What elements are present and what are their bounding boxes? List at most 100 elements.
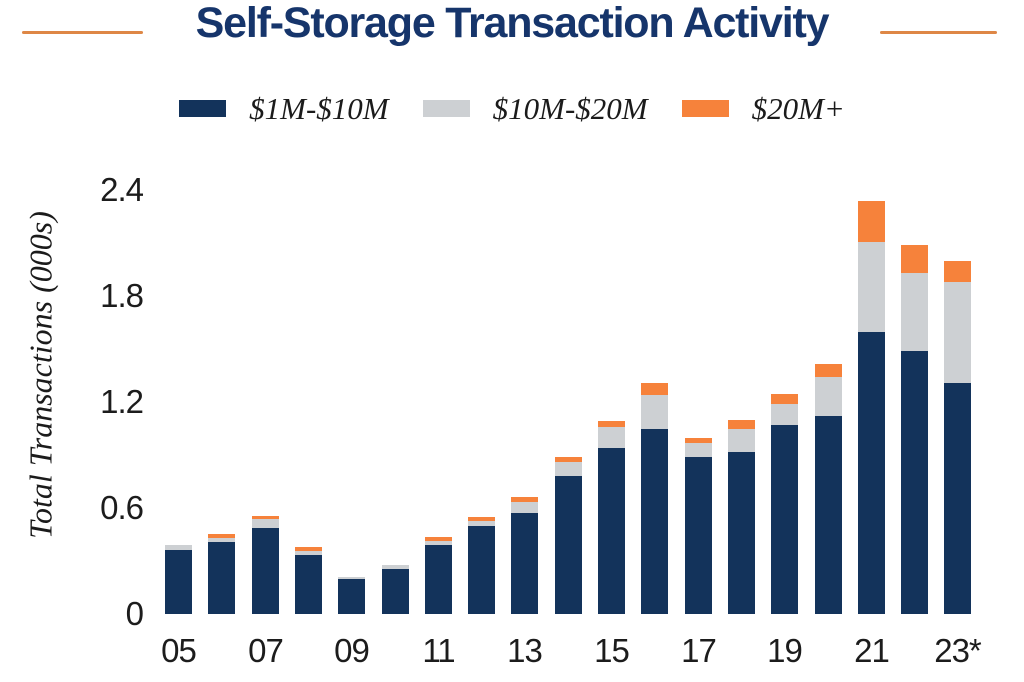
segment-$1M-$10M: [815, 416, 842, 614]
segment-$1M-$10M: [641, 428, 668, 614]
legend-label-20m-plus: $20M+: [751, 91, 845, 126]
bar-15: [598, 421, 625, 614]
legend-swatch-orange: [681, 100, 729, 117]
bar-05: [165, 545, 192, 614]
x-tick-label: 05: [161, 632, 197, 669]
y-tick-label: 1.8: [100, 276, 144, 314]
segment-$1M-$10M: [944, 383, 971, 614]
segment-$1M-$10M: [555, 476, 582, 614]
legend-swatch-navy: [179, 100, 227, 117]
segment-$20M+: [815, 364, 842, 377]
segment-$1M-$10M: [771, 425, 798, 614]
segment-$1M-$10M: [295, 554, 322, 614]
segment-$1M-$10M: [858, 331, 885, 614]
legend-swatch-gray: [422, 100, 470, 117]
segment-$1M-$10M: [165, 550, 192, 614]
legend-item-20m-plus: $20M+: [681, 91, 845, 126]
segment-$1M-$10M: [208, 542, 235, 614]
title-rule-left-decoration: [22, 31, 143, 34]
x-tick-label: 11: [422, 632, 455, 669]
segment-$1M-$10M: [338, 579, 365, 614]
segment-$20M+: [771, 394, 798, 404]
segment-$20M+: [728, 420, 755, 429]
segment-$10M-$20M: [511, 502, 538, 513]
bar-10: [382, 565, 409, 614]
segment-$20M+: [555, 457, 582, 462]
segment-$10M-$20M: [252, 518, 279, 528]
segment-$20M+: [944, 261, 971, 282]
segment-$20M+: [511, 497, 538, 502]
x-tick-label: 19: [767, 632, 803, 669]
x-tick-label: 21: [854, 632, 890, 669]
segment-$20M+: [252, 516, 279, 519]
y-tick-label: 0.6: [100, 488, 144, 526]
segment-$10M-$20M: [165, 545, 192, 550]
bar-16: [641, 382, 668, 614]
bar-18: [728, 420, 755, 614]
segment-$10M-$20M: [598, 427, 625, 448]
segment-$10M-$20M: [641, 394, 668, 429]
y-tick-label: 0: [125, 594, 144, 632]
legend-item-1m-10m: $1M-$10M: [179, 91, 389, 126]
segment-$10M-$20M: [208, 538, 235, 542]
segment-$10M-$20M: [685, 443, 712, 457]
x-tick-label: 13: [507, 632, 543, 669]
bar-09: [338, 577, 365, 614]
bar-12: [468, 516, 495, 614]
x-tick-label: 17: [681, 632, 717, 669]
segment-$1M-$10M: [382, 568, 409, 614]
segment-$20M+: [685, 438, 712, 443]
segment-$10M-$20M: [815, 377, 842, 416]
bar-08: [295, 547, 322, 614]
segment-$10M-$20M: [382, 565, 409, 569]
segment-$1M-$10M: [511, 513, 538, 614]
legend-label-1m-10m: $1M-$10M: [249, 91, 389, 126]
segment-$20M+: [468, 517, 495, 521]
segment-$20M+: [295, 547, 322, 551]
segment-$10M-$20M: [771, 404, 798, 425]
bar-13: [511, 497, 538, 614]
segment-$1M-$10M: [728, 451, 755, 614]
bar-22: [901, 245, 928, 614]
bar-07: [252, 516, 279, 614]
bar-06: [208, 534, 235, 614]
bar-21: [858, 201, 885, 614]
segment-$20M+: [598, 421, 625, 427]
segment-$20M+: [858, 201, 885, 242]
segment-$10M-$20M: [555, 462, 582, 476]
segment-$10M-$20M: [901, 273, 928, 351]
segment-$10M-$20M: [728, 428, 755, 452]
bar-14: [555, 457, 582, 614]
x-tick-label: 09: [334, 632, 370, 669]
segment-$1M-$10M: [425, 545, 452, 614]
segment-$1M-$10M: [252, 527, 279, 614]
x-tick-label: 15: [594, 632, 630, 669]
x-tick-label: 07: [248, 632, 284, 669]
legend-item-10m-20m: $10M-$20M: [422, 91, 648, 126]
bar-19: [771, 394, 798, 614]
segment-$10M-$20M: [468, 521, 495, 526]
segment-$10M-$20M: [858, 241, 885, 332]
segment-$10M-$20M: [295, 550, 322, 555]
page-title: Self-Storage Transaction Activity: [195, 0, 830, 47]
segment-$10M-$20M: [338, 577, 365, 579]
title-rule-right-decoration: [880, 31, 997, 34]
segment-$1M-$10M: [468, 526, 495, 614]
bar-11: [425, 537, 452, 614]
bar-17: [685, 437, 712, 614]
y-tick-label: 2.4: [100, 170, 144, 208]
segment-$20M+: [208, 534, 235, 538]
y-tick-label: 1.2: [100, 382, 144, 420]
x-tick-label: 23*: [934, 632, 982, 669]
segment-$1M-$10M: [901, 351, 928, 614]
legend-label-10m-20m: $10M-$20M: [492, 91, 648, 126]
segment-$1M-$10M: [685, 457, 712, 614]
segment-$20M+: [425, 537, 452, 541]
bar-23*: [944, 261, 971, 614]
segment-$1M-$10M: [598, 448, 625, 614]
legend: $1M-$10M $10M-$20M $20M+: [0, 93, 1024, 124]
segment-$10M-$20M: [944, 282, 971, 383]
bar-20: [815, 364, 842, 614]
segment-$20M+: [901, 245, 928, 273]
